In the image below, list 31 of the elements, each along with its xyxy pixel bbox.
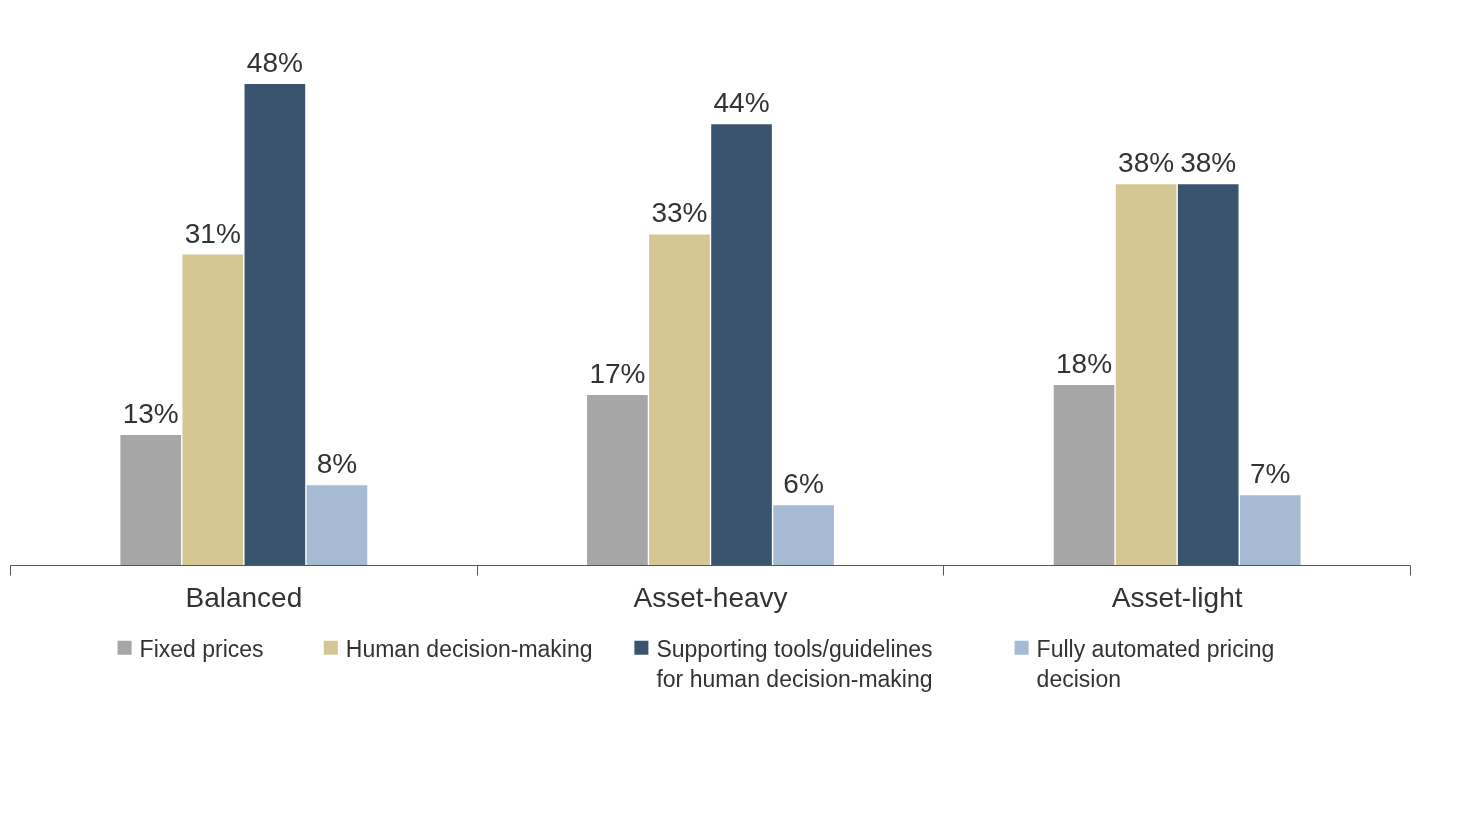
- data-label: 38%: [1118, 147, 1175, 179]
- legend-label: Human decision-making: [345, 635, 593, 662]
- bar: [1115, 184, 1177, 566]
- bar: [773, 505, 834, 566]
- data-label: 33%: [651, 197, 708, 229]
- legend-label: Supporting tools/guidelines for human decision-making: [656, 635, 933, 692]
- bar: [1177, 184, 1239, 566]
- data-label: 44%: [713, 87, 770, 119]
- bar: [306, 485, 368, 566]
- bar: [244, 84, 306, 566]
- data-label: 18%: [1056, 347, 1113, 379]
- legend-label: Fully automated pricing decision: [1036, 635, 1275, 692]
- x-tick-label: Asset-heavy: [633, 581, 788, 613]
- bar: [182, 254, 244, 566]
- data-label: 6%: [783, 468, 824, 500]
- data-label: 8%: [316, 448, 358, 480]
- data-label: 38%: [1180, 147, 1237, 179]
- data-label: 17%: [589, 357, 646, 389]
- bar: [1239, 495, 1301, 566]
- legend-label: Fixed prices: [139, 635, 264, 662]
- data-label: 31%: [184, 217, 241, 249]
- x-tick-label: Balanced: [185, 581, 303, 613]
- bar: [711, 124, 772, 566]
- data-label: 13%: [122, 398, 179, 430]
- bar: [587, 394, 648, 566]
- bar: [1053, 384, 1115, 566]
- bar: [649, 234, 710, 566]
- x-tick-label: Asset-light: [1111, 581, 1243, 613]
- data-label: 7%: [1250, 458, 1291, 490]
- bar: [120, 435, 182, 566]
- data-label: 48%: [246, 47, 303, 79]
